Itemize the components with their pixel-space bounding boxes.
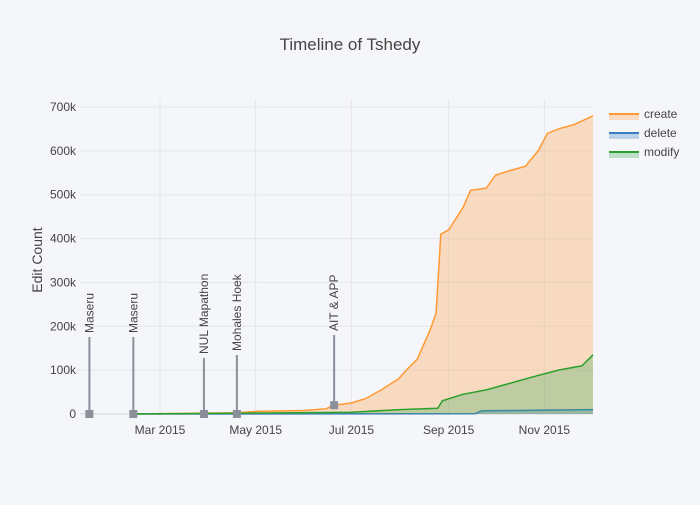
- legend-label-delete: delete: [644, 126, 677, 140]
- x-tick-label: Nov 2015: [519, 423, 571, 437]
- annotation-marker: [199, 410, 208, 418]
- y-axis-label: Edit Count: [29, 227, 45, 292]
- y-tick-label: 0: [69, 407, 76, 421]
- y-tick-label: 700k: [50, 100, 77, 114]
- y-tick-label: 300k: [50, 275, 77, 289]
- x-tick-label: Jul 2015: [329, 423, 375, 437]
- x-tick-label: May 2015: [229, 423, 282, 437]
- legend-swatch-create: [609, 114, 639, 120]
- area-modify: [130, 354, 593, 414]
- x-tick-label: Mar 2015: [135, 423, 186, 437]
- line-delete: [130, 408, 594, 415]
- annotation-label: Maseru: [82, 293, 96, 333]
- legend-label-create: create: [644, 107, 678, 121]
- legend-label-modify: modify: [644, 145, 679, 159]
- annotation-label: NUL Mapathon: [197, 274, 211, 354]
- annotation-marker: [85, 410, 94, 418]
- chart-title: Timeline of Tshedy: [280, 35, 421, 54]
- y-tick-label: 500k: [50, 188, 77, 202]
- y-tick-label: 100k: [50, 363, 77, 377]
- y-tick-label: 600k: [50, 144, 77, 158]
- annotation-label: Mohales Hoek: [230, 273, 244, 351]
- x-tick-label: Sep 2015: [423, 423, 475, 437]
- annotation-marker: [330, 401, 339, 410]
- y-tick-label: 400k: [50, 232, 77, 246]
- line-modify: [130, 354, 594, 415]
- annotation-marker: [232, 410, 241, 418]
- annotation-marker: [129, 410, 138, 418]
- annotation-label: AIT & APP: [327, 275, 341, 331]
- line-create: [130, 115, 594, 415]
- legend-swatch-modify: [609, 152, 639, 158]
- legend-swatch-delete: [609, 133, 639, 139]
- annotation-label: Maseru: [126, 293, 140, 333]
- y-tick-label: 200k: [50, 319, 77, 333]
- area-create: [130, 115, 593, 415]
